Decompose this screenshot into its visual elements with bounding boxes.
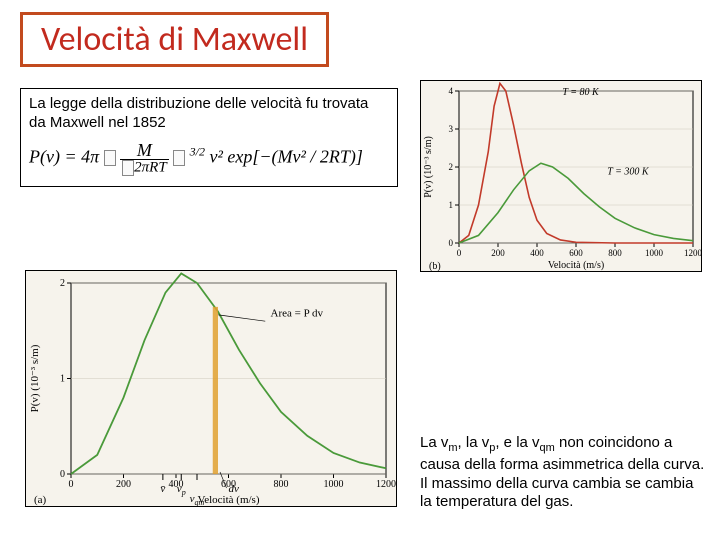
svg-text:1200: 1200: [376, 479, 396, 490]
svg-text:1: 1: [60, 374, 65, 385]
svg-text:Area = P dv: Area = P dv: [271, 307, 324, 319]
svg-text:1000: 1000: [324, 479, 344, 490]
maxwell-formula: P(v) = 4π M 2πRT 3/2 v² exp[−(Mv² / 2RT)…: [29, 141, 389, 176]
svg-text:dv: dv: [229, 483, 240, 495]
svg-text:1200: 1200: [684, 248, 701, 258]
svg-text:1000: 1000: [645, 248, 664, 258]
formula-lhs: P(v) = 4π: [29, 146, 99, 166]
description-box: La legge della distribuzione delle veloc…: [20, 88, 398, 187]
formula-placeholder-icon: [122, 160, 134, 176]
svg-text:P(v) (10⁻³ s/m): P(v) (10⁻³ s/m): [423, 136, 434, 198]
svg-text:Velocità (m/s): Velocità (m/s): [548, 260, 604, 271]
svg-text:2: 2: [449, 162, 454, 172]
svg-text:(b): (b): [429, 261, 441, 271]
svg-text:3: 3: [449, 124, 454, 134]
chart-a: 020040060080010001200012Velocità (m/s)P(…: [25, 270, 397, 507]
page-title: Velocità di Maxwell: [41, 19, 308, 60]
formula-frac-bottom: 2πRT: [134, 159, 167, 175]
svg-text:0: 0: [449, 238, 454, 248]
title-box: Velocità di Maxwell: [20, 12, 329, 67]
svg-text:200: 200: [491, 248, 505, 258]
description-text: La legge della distribuzione delle veloc…: [29, 95, 389, 133]
svg-text:0: 0: [69, 479, 74, 490]
svg-text:T = 300 K: T = 300 K: [607, 167, 650, 178]
chart-b: 0 200 400 600 800 1000 1200 0 1 2 3 4 Velocità (m/s)…: [420, 80, 702, 272]
svg-text:2: 2: [60, 278, 65, 289]
formula-frac-top: M: [120, 141, 169, 160]
svg-text:v̄: v̄: [160, 483, 165, 495]
formula-placeholder-icon: [173, 150, 185, 166]
svg-text:0: 0: [457, 248, 462, 258]
svg-text:P(v) (10⁻³ s/m): P(v) (10⁻³ s/m): [29, 344, 41, 412]
svg-text:400: 400: [530, 248, 544, 258]
svg-text:T = 80 K: T = 80 K: [562, 87, 600, 98]
svg-text:800: 800: [274, 479, 289, 490]
svg-text:200: 200: [116, 479, 131, 490]
svg-text:1: 1: [449, 200, 454, 210]
formula-placeholder-icon: [104, 150, 116, 166]
svg-text:(a): (a): [34, 494, 47, 506]
note-text: La vm, la vp, e la vqm non coincidono a …: [420, 434, 705, 512]
svg-text:600: 600: [569, 248, 583, 258]
formula-rhs: v² exp[−(Mv² / 2RT)]: [210, 146, 363, 166]
svg-text:800: 800: [608, 248, 622, 258]
chart-a-svg: 020040060080010001200012Velocità (m/s)P(…: [26, 271, 396, 506]
svg-text:4: 4: [449, 86, 454, 96]
formula-exponent: 3/2: [190, 144, 205, 158]
svg-text:0: 0: [60, 469, 65, 480]
chart-b-svg: 0 200 400 600 800 1000 1200 0 1 2 3 4 Velocità (m/s)…: [421, 81, 701, 271]
svg-text:Velocità (m/s): Velocità (m/s): [197, 494, 259, 506]
